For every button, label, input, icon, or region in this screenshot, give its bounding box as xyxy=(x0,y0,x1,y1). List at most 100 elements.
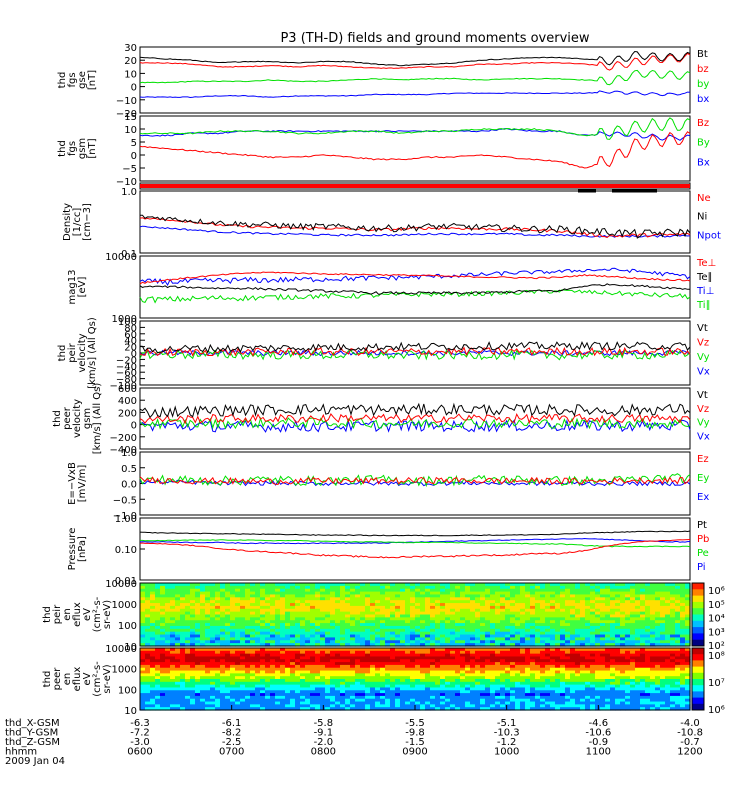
spectrogram-cell xyxy=(265,695,271,700)
spectrogram-cell xyxy=(330,623,336,627)
spectrogram-cell xyxy=(280,620,286,624)
spectrogram-cell xyxy=(465,698,471,703)
spectrogram-cell xyxy=(655,614,661,618)
y-tick-label: 0.5 xyxy=(121,464,137,475)
spectrogram-cell xyxy=(310,693,316,697)
spectrogram-cell xyxy=(345,676,351,680)
spectrogram-cell xyxy=(380,597,386,601)
spectrogram-cell xyxy=(165,690,171,694)
spectrogram-cell xyxy=(375,662,381,666)
spectrogram-cell xyxy=(465,603,471,607)
spectrogram-cell xyxy=(375,667,381,672)
spectrogram-cell xyxy=(395,690,401,694)
panel-peir_vel: thd peir velocity [km/s] (All Qs) 1008060402… xyxy=(57,317,710,392)
spectrogram-cell xyxy=(575,597,581,601)
spectrogram-cell xyxy=(545,594,551,598)
spectrogram-cell xyxy=(155,695,161,700)
spectrogram-cell xyxy=(490,698,496,703)
spectrogram-cell xyxy=(480,704,486,708)
spectrogram-cell xyxy=(675,597,681,601)
spectrogram-cell xyxy=(245,620,251,624)
spectrogram-cell xyxy=(200,693,206,697)
spectrogram-cell xyxy=(520,704,526,708)
spectrogram-cell xyxy=(265,628,271,633)
spectrogram-cell xyxy=(460,611,466,616)
spectrogram-cell xyxy=(360,608,366,613)
spectrogram-cell xyxy=(595,583,601,587)
spectrogram-cell xyxy=(405,643,411,647)
spectrogram-cell xyxy=(380,623,386,627)
spectrogram-cell xyxy=(160,603,166,607)
spectrogram-cell xyxy=(180,583,186,587)
spectrogram-cell xyxy=(250,637,256,641)
spectrogram-cell xyxy=(445,634,451,639)
spectrogram-cell xyxy=(470,676,476,680)
spectrogram-cell xyxy=(305,670,311,674)
spectrogram-cell xyxy=(235,648,241,652)
spectrogram-cell xyxy=(665,681,671,686)
spectrogram-cell xyxy=(275,611,281,616)
spectrogram-cell xyxy=(225,611,231,616)
spectrogram-cell xyxy=(370,670,376,674)
spectrogram-cell xyxy=(320,653,326,658)
spectrogram-cell xyxy=(245,698,251,703)
spectrogram-cell xyxy=(280,605,286,610)
spectrogram-cell xyxy=(270,614,276,618)
spectrogram-cell xyxy=(545,667,551,672)
spectrogram-cell xyxy=(610,623,616,627)
spectrogram-cell xyxy=(370,605,376,610)
spectrogram-cell xyxy=(220,704,226,708)
spectrogram-cell xyxy=(155,597,161,601)
legend-fgs_gse-3: bx xyxy=(697,94,709,105)
spectrogram-cell xyxy=(590,628,596,633)
spectrogram-cell xyxy=(565,628,571,633)
spectrogram-cell xyxy=(545,681,551,686)
spectrogram-cell xyxy=(220,659,226,663)
spectrogram-cell xyxy=(440,631,446,636)
spectrogram-cell xyxy=(660,687,666,691)
spectrogram-cell xyxy=(475,643,481,647)
spectrogram-cell xyxy=(575,605,581,610)
spectrogram-cell xyxy=(460,676,466,680)
spectrogram-cell xyxy=(270,659,276,663)
spectrogram-cell xyxy=(405,681,411,686)
spectrogram-cell xyxy=(515,707,521,711)
spectrogram-cell xyxy=(330,600,336,604)
spectrogram-cell xyxy=(260,608,266,613)
spectrogram-cell xyxy=(630,707,636,711)
spectrogram-cell xyxy=(310,653,316,658)
spectrogram-cell xyxy=(190,701,196,705)
spectrogram-cell xyxy=(505,634,511,639)
spectrogram-cell xyxy=(335,670,341,674)
spectrogram-cell xyxy=(645,673,651,677)
spectrogram-cell xyxy=(255,704,261,708)
spectrogram-cell xyxy=(535,648,541,652)
spectrogram-cell xyxy=(575,591,581,596)
spectrogram-cell xyxy=(370,701,376,705)
spectrogram-cell xyxy=(595,608,601,613)
spectrogram-cell xyxy=(635,670,641,674)
spectrogram-cell xyxy=(290,594,296,598)
spectrogram-cell xyxy=(285,643,291,647)
spectrogram-cell xyxy=(225,600,231,604)
spectrogram-cell xyxy=(615,650,621,655)
spectrogram-cell xyxy=(245,690,251,694)
spectrogram-cell xyxy=(505,679,511,683)
spectrogram-cell xyxy=(365,617,371,621)
spectrogram-cell xyxy=(405,679,411,683)
spectrogram-cell xyxy=(170,650,176,655)
spectrogram-cell xyxy=(660,614,666,618)
spectrogram-cell xyxy=(495,650,501,655)
spectrogram-cell xyxy=(480,681,486,686)
spectrogram-cell xyxy=(570,673,576,677)
spectrogram-cell xyxy=(255,591,261,596)
spectrogram-cell xyxy=(375,679,381,683)
spectrogram-cell xyxy=(640,656,646,660)
spectrogram-cell xyxy=(565,591,571,596)
spectrogram-cell xyxy=(215,588,221,593)
spectrogram-cell xyxy=(545,605,551,610)
spectrogram-cell xyxy=(610,698,616,703)
spectrogram-cell xyxy=(390,704,396,708)
spectrogram-cell xyxy=(335,643,341,647)
